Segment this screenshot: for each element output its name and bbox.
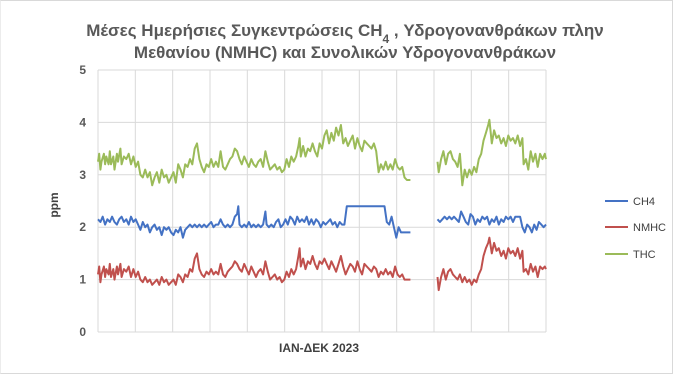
series-line-ch4-segment-2	[436, 210, 547, 234]
gridlines	[97, 69, 547, 333]
x-axis-label: ΙΑΝ-ΔΕΚ 2023	[279, 341, 359, 355]
series-line-nmhc-segment-1	[97, 247, 411, 286]
series-line-ch4-segment-1	[97, 205, 411, 239]
y-tick-label: 5	[79, 63, 86, 77]
y-tick-label: 1	[79, 273, 86, 287]
chart-title-line-2: Μεθανίου (NMHC) και Συνολικών Υδρογονανθ…	[134, 43, 556, 62]
y-tick-labels: 0 1 2 3 4 5	[79, 63, 86, 339]
legend-label-ch4: CH4	[633, 196, 655, 208]
y-tick-label: 4	[79, 115, 86, 129]
legend-label-thc: THC	[633, 249, 656, 261]
y-axis-label: ppm	[47, 192, 61, 217]
series-line-thc-segment-1	[97, 124, 411, 187]
y-tick-label: 3	[79, 168, 86, 182]
y-tick-label: 2	[79, 220, 86, 234]
y-tick-label: 0	[79, 325, 86, 339]
series-line-thc-segment-2	[436, 118, 547, 187]
series-line-nmhc-segment-2	[436, 236, 547, 292]
legend-label-nmhc: NMHC	[633, 222, 666, 234]
series-lines	[97, 118, 547, 292]
legend: CH4 NMHC THC	[605, 196, 666, 261]
